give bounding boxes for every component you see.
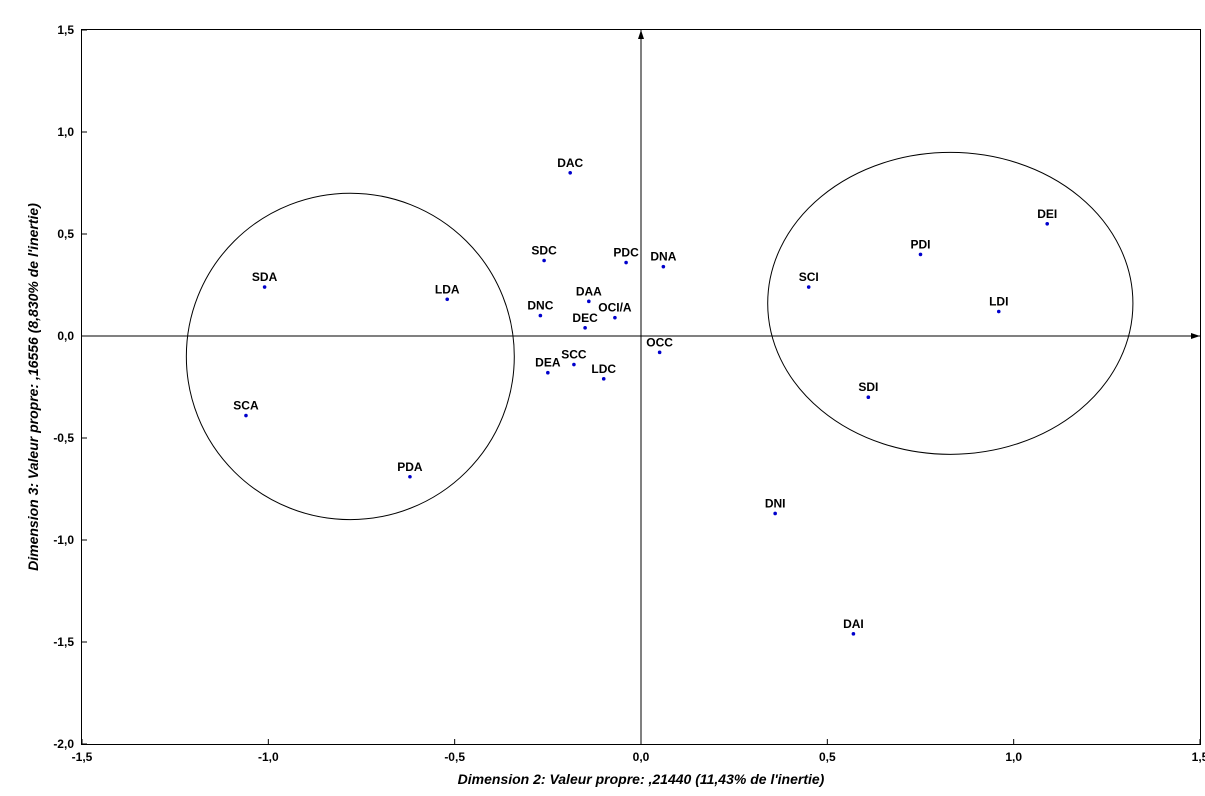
- data-point: [244, 413, 248, 418]
- point-label: OCC: [646, 335, 673, 349]
- point-label: DNC: [527, 299, 553, 313]
- x-arrow-icon: [1191, 333, 1200, 339]
- data-point: [657, 350, 662, 355]
- point-label: DAI: [843, 617, 864, 631]
- ellipse-group: [185, 151, 1134, 521]
- x-tick-label: 1,5: [1192, 750, 1205, 764]
- point-label: LDA: [435, 282, 460, 296]
- data-point: [587, 299, 591, 304]
- point-label: DEC: [572, 311, 598, 325]
- y-tick-label: 0,5: [57, 227, 74, 241]
- point-label: SDI: [858, 380, 878, 394]
- data-point: [572, 362, 576, 367]
- point-label: PDC: [613, 246, 639, 260]
- data-point: [624, 260, 628, 265]
- data-point: [851, 632, 856, 636]
- cluster-ellipse: [185, 192, 515, 521]
- data-point: [408, 474, 412, 479]
- point-label: OCI/A: [598, 301, 632, 315]
- data-point: [445, 297, 450, 302]
- data-point: [542, 258, 546, 263]
- point-label: DEA: [535, 356, 561, 370]
- point-label: SDA: [252, 270, 278, 284]
- cluster-ellipse: [767, 151, 1134, 455]
- y-tick-label: -0,5: [53, 431, 74, 445]
- y-tick-label: -2,0: [53, 737, 74, 751]
- data-point: [661, 264, 666, 269]
- point-label: DAC: [557, 156, 583, 170]
- y-tick-label: 0,0: [57, 329, 74, 343]
- point-label: SDC: [531, 244, 557, 258]
- point-label: LDC: [591, 362, 616, 376]
- data-point: [538, 313, 543, 318]
- data-point: [918, 252, 923, 257]
- y-axis-title: Dimension 3: Valeur propre: ,16556 (8,83…: [25, 203, 41, 571]
- x-tick-label: 0,5: [819, 750, 836, 764]
- x-tick-label: 1,0: [1005, 750, 1022, 764]
- x-tick-label: -0,5: [444, 750, 465, 764]
- x-tick-label: -1,0: [258, 750, 279, 764]
- point-label: SCC: [561, 348, 587, 362]
- point-label: SCA: [233, 399, 259, 413]
- point-label: DEI: [1037, 207, 1057, 221]
- data-point: [601, 377, 606, 381]
- point-label: SCI: [799, 270, 819, 284]
- origin-axes: [82, 30, 1200, 744]
- y-tick-label: 1,5: [57, 23, 74, 37]
- x-tick-label: 0,0: [633, 750, 650, 764]
- data-point: [1045, 222, 1050, 226]
- data-point: [583, 326, 587, 330]
- data-point: [806, 285, 811, 289]
- y-tick-label: 1,0: [57, 125, 74, 139]
- point-label: LDI: [989, 295, 1008, 309]
- point-label: PDA: [397, 460, 423, 474]
- y-tick-label: -1,0: [53, 533, 74, 547]
- data-point: [866, 395, 871, 400]
- y-tick-label: -1,5: [53, 635, 74, 649]
- data-point: [613, 315, 617, 320]
- y-arrow-icon: [638, 30, 644, 39]
- x-tick-label: -1,5: [72, 750, 93, 764]
- data-point: [262, 285, 267, 289]
- point-label: DNI: [765, 496, 786, 510]
- x-axis-title: Dimension 2: Valeur propre: ,21440 (11,4…: [458, 771, 825, 787]
- data-point: [568, 171, 572, 175]
- data-point: [773, 511, 777, 516]
- point-label: PDI: [910, 237, 930, 251]
- data-point: [996, 309, 1001, 314]
- point-label: DAA: [576, 284, 602, 298]
- tick-labels: -1,5 -1,0 -0,5 0,0 0,5 1,0 1,5 1,5 1,0 0,5 0,0 -0,5…: [53, 23, 1205, 764]
- point-label: DNA: [650, 250, 676, 264]
- data-point: [546, 370, 550, 375]
